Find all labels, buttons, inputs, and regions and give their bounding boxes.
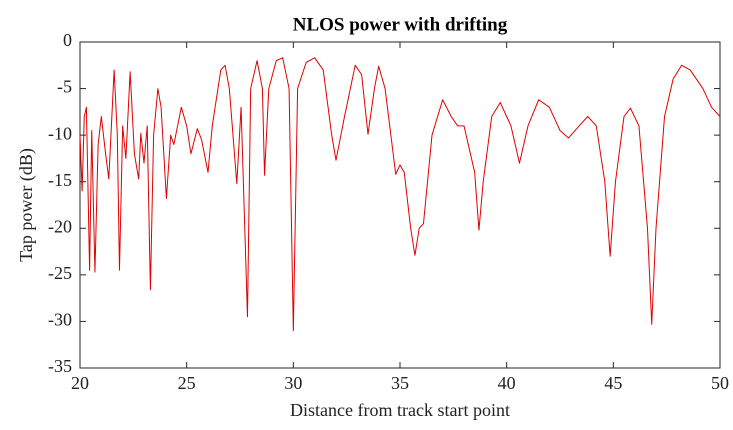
x-tick-label: 30 xyxy=(284,373,302,393)
x-tick-label: 25 xyxy=(178,373,196,393)
y-tick-label: -20 xyxy=(48,216,72,236)
chart-title: NLOS power with drifting xyxy=(293,14,508,35)
x-tick-label: 40 xyxy=(498,373,516,393)
x-tick-label: 45 xyxy=(604,373,622,393)
x-tick-label: 50 xyxy=(711,373,729,393)
y-axis-label: Tap power (dB) xyxy=(16,148,37,262)
data-line xyxy=(79,57,721,332)
y-tick-label: -30 xyxy=(48,310,72,330)
x-tick-label: 20 xyxy=(71,373,89,393)
y-tick-label: 0 xyxy=(63,30,72,50)
y-tick-label: -25 xyxy=(48,263,72,283)
y-tick-label: -35 xyxy=(48,356,72,376)
x-tick-label: 35 xyxy=(391,373,409,393)
plot-frame xyxy=(79,41,721,369)
y-tick-label: -5 xyxy=(57,77,72,97)
x-axis-label: Distance from track start point xyxy=(290,400,510,420)
y-tick-label: -15 xyxy=(48,170,72,190)
y-tick-label: -10 xyxy=(48,123,72,143)
